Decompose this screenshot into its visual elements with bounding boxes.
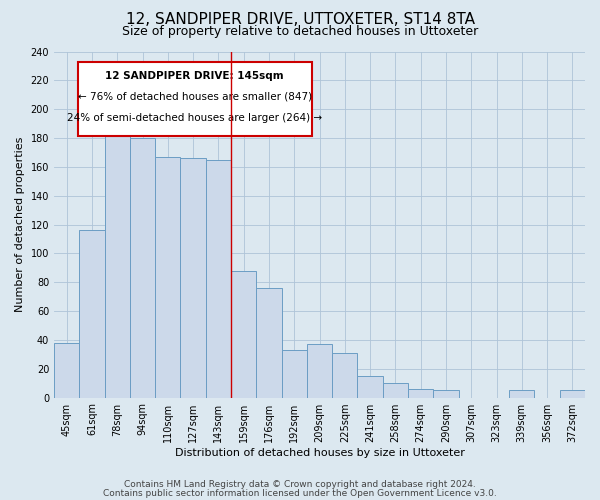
Bar	[383, 383, 408, 398]
FancyBboxPatch shape	[78, 62, 311, 136]
Bar	[79, 230, 104, 398]
Text: ← 76% of detached houses are smaller (847): ← 76% of detached houses are smaller (84…	[77, 92, 312, 102]
Bar	[433, 390, 458, 398]
Bar	[560, 390, 585, 398]
Bar	[181, 158, 206, 398]
Bar	[130, 138, 155, 398]
Bar	[231, 270, 256, 398]
Bar	[408, 389, 433, 398]
Bar	[256, 288, 281, 398]
Bar	[155, 157, 181, 398]
Bar	[307, 344, 332, 398]
Bar	[206, 160, 231, 398]
Text: Size of property relative to detached houses in Uttoxeter: Size of property relative to detached ho…	[122, 25, 478, 38]
Text: Contains public sector information licensed under the Open Government Licence v3: Contains public sector information licen…	[103, 488, 497, 498]
Bar	[54, 343, 79, 398]
Text: Contains HM Land Registry data © Crown copyright and database right 2024.: Contains HM Land Registry data © Crown c…	[124, 480, 476, 489]
Bar	[281, 350, 307, 398]
Bar	[104, 131, 130, 398]
Text: 12 SANDPIPER DRIVE: 145sqm: 12 SANDPIPER DRIVE: 145sqm	[106, 70, 284, 81]
X-axis label: Distribution of detached houses by size in Uttoxeter: Distribution of detached houses by size …	[175, 448, 464, 458]
Text: 12, SANDPIPER DRIVE, UTTOXETER, ST14 8TA: 12, SANDPIPER DRIVE, UTTOXETER, ST14 8TA	[125, 12, 475, 28]
Y-axis label: Number of detached properties: Number of detached properties	[15, 137, 25, 312]
Bar	[509, 390, 535, 398]
Bar	[358, 376, 383, 398]
Text: 24% of semi-detached houses are larger (264) →: 24% of semi-detached houses are larger (…	[67, 113, 322, 123]
Bar	[332, 353, 358, 398]
